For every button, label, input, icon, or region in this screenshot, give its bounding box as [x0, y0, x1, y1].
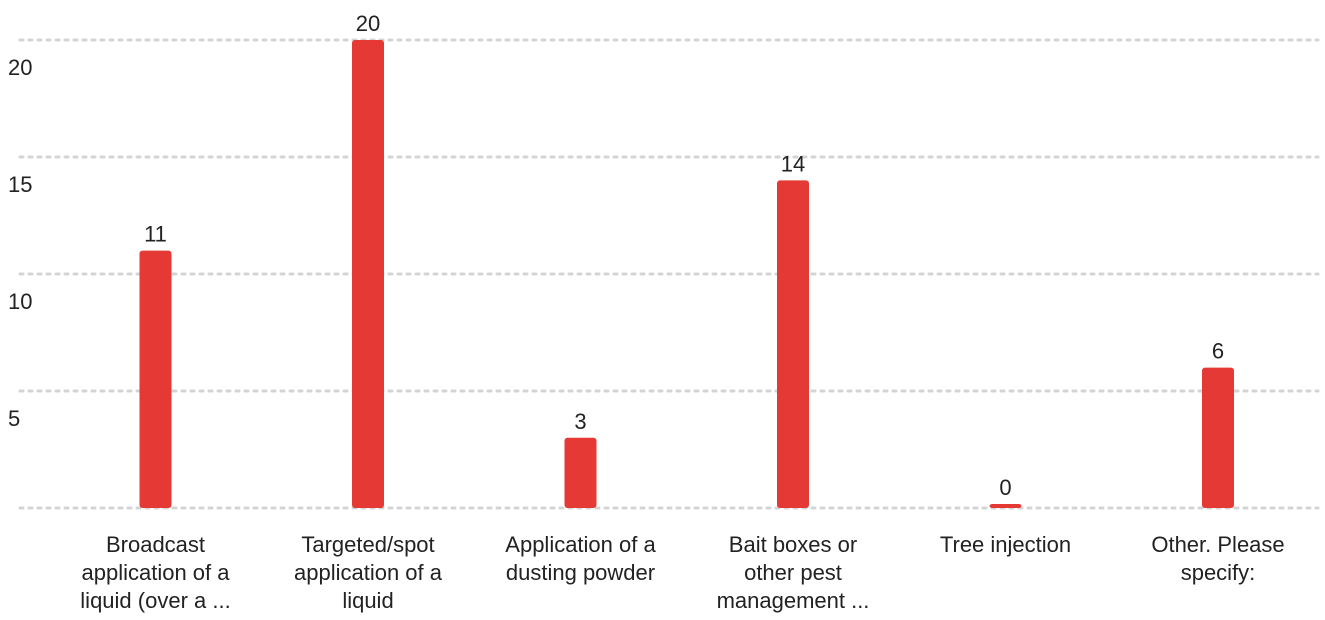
bar: [1202, 367, 1234, 508]
bar: [777, 180, 809, 508]
x-tick-label: Application of a dusting powder: [505, 532, 656, 585]
x-tick-label: Other. Please specify:: [1151, 532, 1284, 585]
x-tick-label: Tree injection: [940, 532, 1071, 557]
data-label: 0: [999, 475, 1011, 500]
y-tick-label: 15: [8, 172, 32, 197]
data-label: 3: [574, 409, 586, 434]
data-label: 14: [781, 151, 805, 176]
data-label: 20: [356, 11, 380, 36]
y-tick-label: 20: [8, 55, 32, 80]
data-label: 6: [1212, 339, 1224, 364]
y-tick-label: 5: [8, 406, 20, 431]
data-label: 11: [144, 222, 167, 247]
bar: [139, 250, 172, 508]
bar: [564, 437, 597, 508]
x-tick-label: Targeted/spot application of a liquid: [294, 532, 443, 613]
bar: [352, 40, 384, 508]
x-tick-label: Broadcast application of a liquid (over a …: [80, 532, 230, 613]
x-tick-label: Bait boxes or other pest management ...: [717, 532, 870, 613]
y-tick-label: 10: [8, 289, 32, 314]
bar: [989, 504, 1022, 508]
